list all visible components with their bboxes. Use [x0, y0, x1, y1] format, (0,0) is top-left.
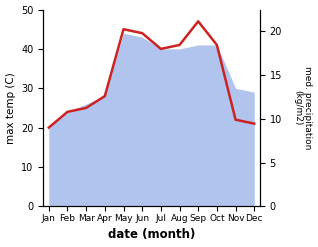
Y-axis label: max temp (C): max temp (C)	[5, 72, 16, 144]
Y-axis label: med. precipitation
(kg/m2): med. precipitation (kg/m2)	[293, 66, 313, 150]
X-axis label: date (month): date (month)	[108, 228, 195, 242]
